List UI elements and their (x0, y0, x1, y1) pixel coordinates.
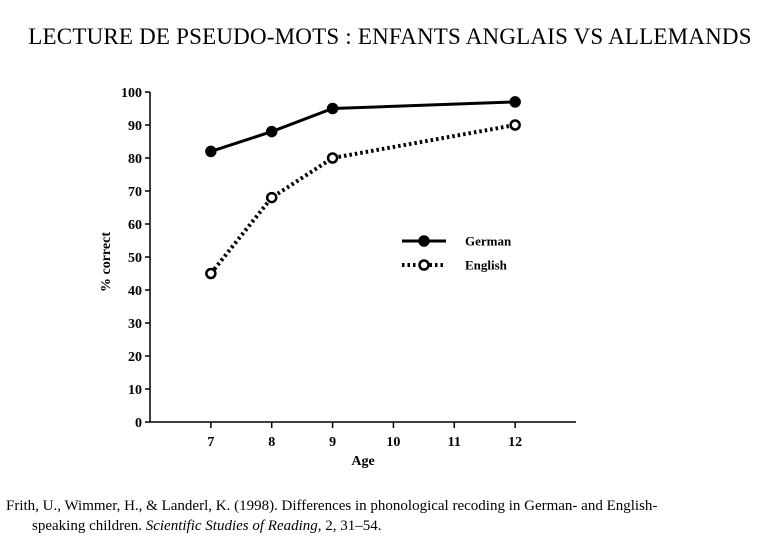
y-tick-label: 80 (128, 152, 142, 167)
x-tick-label: 12 (508, 435, 522, 450)
y-tick-label: 60 (128, 218, 142, 233)
data-point-german (326, 102, 339, 115)
citation: Frith, U., Wimmer, H., & Landerl, K. (19… (6, 496, 766, 536)
citation-line2-prefix: speaking children. (32, 518, 146, 534)
x-tick-label: 11 (448, 435, 461, 450)
x-tick-label: 7 (207, 435, 214, 450)
y-tick-label: 10 (128, 383, 142, 398)
legend-marker-english (418, 259, 430, 271)
series-layer (205, 96, 521, 280)
x-axis-ticks: 7 8 9 10 11 12 (207, 422, 522, 450)
citation-line1: Frith, U., Wimmer, H., & Landerl, K. (19… (6, 498, 658, 514)
data-point-german (265, 125, 278, 138)
y-tick-label: 90 (128, 119, 142, 134)
y-tick-label: 0 (135, 416, 142, 431)
series-line-english (209, 123, 516, 275)
data-point-german (509, 96, 521, 108)
legend-marker-german (418, 235, 430, 247)
line-chart: 7 8 9 10 11 12 0 10 20 30 40 50 60 70 80 90 100 Age % c… (99, 86, 576, 469)
y-tick-label: 20 (128, 350, 142, 365)
data-point-english (509, 119, 521, 131)
data-point-english (265, 191, 278, 204)
y-tick-label: 70 (128, 185, 142, 200)
citation-line2: speaking children. Scientific Studies of… (6, 516, 766, 536)
y-tick-label: 50 (128, 251, 142, 266)
legend-label-german: German (465, 234, 512, 249)
y-tick-label: 100 (121, 86, 142, 101)
data-point-english (326, 152, 339, 164)
data-point-german (205, 145, 217, 158)
chart-legend: German English (402, 234, 512, 273)
x-tick-label: 8 (268, 435, 275, 450)
series-line-german (210, 100, 516, 153)
data-point-english (205, 267, 217, 280)
x-tick-label: 10 (386, 435, 400, 450)
y-tick-label: 40 (128, 284, 142, 299)
legend-label-english: English (465, 258, 508, 273)
y-axis-title: % correct (99, 232, 114, 292)
citation-journal: Scientific Studies of Reading (145, 518, 318, 534)
chart-axes (149, 92, 576, 423)
y-axis-ticks: 0 10 20 30 40 50 60 70 80 90 100 (121, 86, 150, 431)
slide-title: LECTURE DE PSEUDO-MOTS : ENFANTS ANGLAIS… (28, 24, 752, 49)
x-axis-title: Age (351, 454, 374, 469)
x-tick-label: 9 (329, 435, 336, 450)
y-tick-label: 30 (128, 317, 142, 332)
citation-line2-suffix: , 2, 31–54. (317, 518, 382, 534)
